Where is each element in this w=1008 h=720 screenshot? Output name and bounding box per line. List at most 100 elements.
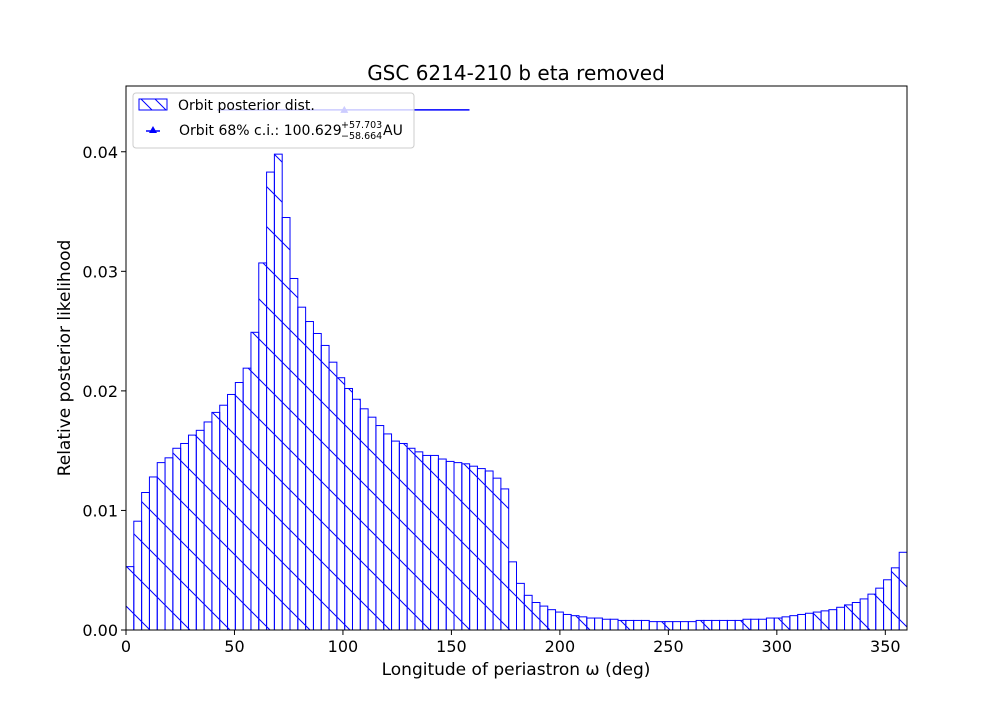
histogram-bar <box>211 411 221 631</box>
histogram-bar <box>476 468 486 631</box>
histogram-bar <box>617 619 627 631</box>
y-axis-label: Relative posterior likelihood <box>55 240 75 477</box>
histogram-bar <box>594 617 603 631</box>
histogram-bar <box>219 404 229 631</box>
legend-ci-minus: −58.664 <box>341 131 382 142</box>
histogram-bar <box>133 520 143 631</box>
histogram-bar <box>773 617 783 631</box>
plot-area-frame <box>125 85 908 631</box>
histogram-bar <box>297 306 307 631</box>
legend-ci-prefix: Orbit 68% c.i.: <box>179 123 284 139</box>
histogram-bar <box>273 153 283 631</box>
chart-title: GSC 6214-210 b eta removed <box>367 61 665 85</box>
histogram-bar <box>765 617 775 631</box>
histogram-bar <box>804 612 814 631</box>
histogram-bar <box>195 429 205 631</box>
histogram-bar <box>289 277 299 631</box>
y-tick-label: 0.04 <box>82 143 118 162</box>
histogram-bar <box>859 598 869 631</box>
legend-ci-value: 100.629 <box>284 123 342 139</box>
histogram-bar <box>164 457 174 631</box>
histogram-bar <box>828 609 838 631</box>
histogram-bar <box>367 416 377 631</box>
histogram-bar <box>320 344 330 631</box>
histogram-bar <box>609 618 619 631</box>
histogram-bar <box>601 618 611 631</box>
legend-entry-posterior: Orbit posterior dist. <box>178 98 315 114</box>
histogram-bar <box>250 331 260 631</box>
histogram-bar <box>781 616 791 631</box>
histogram-bar <box>125 566 135 631</box>
histogram-bar <box>664 621 674 631</box>
legend-ci-unit: AU <box>383 123 403 139</box>
histogram-bar <box>445 460 455 631</box>
histogram-bar <box>883 579 892 631</box>
histogram-bar <box>844 604 853 631</box>
histogram-bar <box>867 593 877 631</box>
histogram-bar <box>187 434 197 631</box>
histogram-bar <box>523 594 533 631</box>
histogram-bar <box>726 619 736 631</box>
histogram-bar <box>156 462 166 631</box>
histogram-bar <box>758 618 767 631</box>
histogram-bar <box>586 617 596 631</box>
x-axis-ticks: 0 50 100 150 200 250 300 350 <box>121 630 901 656</box>
histogram-bar <box>258 262 268 631</box>
histogram-bar <box>281 217 291 631</box>
histogram-bar <box>836 606 846 631</box>
histogram-bar <box>328 361 338 631</box>
x-tick-label: 200 <box>545 637 576 656</box>
y-tick-label: 0.00 <box>82 621 118 640</box>
histogram-bar <box>851 602 861 631</box>
x-tick-label: 100 <box>328 637 359 656</box>
x-tick-label: 150 <box>436 637 467 656</box>
histogram-bar <box>625 619 635 631</box>
histogram-bar <box>430 454 439 631</box>
histogram-bar <box>422 454 432 631</box>
histogram-bar <box>391 440 400 631</box>
histogram-bar <box>555 611 564 631</box>
histogram-bar <box>812 611 822 631</box>
histogram-bar <box>789 615 799 631</box>
legend: Orbit posterior dist. Orbit 68% c.i.: 10… <box>132 92 415 149</box>
x-tick-label: 350 <box>870 637 901 656</box>
histogram-bar <box>570 615 580 631</box>
histogram-bar <box>172 447 182 631</box>
histogram-bar <box>453 462 463 631</box>
histogram-bar <box>672 621 682 631</box>
y-tick-label: 0.01 <box>82 501 118 520</box>
histogram-bar <box>820 610 830 631</box>
histogram-bar <box>719 619 728 631</box>
histogram-bar <box>531 602 541 631</box>
histogram-bar <box>742 618 752 631</box>
histogram-bar <box>203 421 213 631</box>
histogram-bar <box>227 393 236 631</box>
histogram-bar <box>500 488 510 631</box>
legend-entry-ci: Orbit 68% c.i.: 100.629 <box>179 123 342 139</box>
histogram-bar <box>492 477 502 631</box>
histogram-bar <box>695 619 705 631</box>
histogram-bar <box>539 605 549 631</box>
histogram-bar <box>437 458 447 631</box>
histogram-bar <box>687 621 697 631</box>
histogram-bars <box>125 153 908 631</box>
histogram-bar <box>234 382 244 631</box>
histogram-bar <box>312 332 322 631</box>
histogram-bar <box>375 425 385 631</box>
histogram-bar <box>516 582 525 631</box>
histogram-bar <box>461 463 471 631</box>
histogram-bar <box>148 476 158 631</box>
histogram-bar <box>414 451 424 631</box>
legend-box <box>132 92 415 149</box>
y-tick-label: 0.03 <box>82 262 118 281</box>
histogram-bar <box>797 613 806 631</box>
x-tick-label: 0 <box>121 637 131 656</box>
histogram-bar <box>633 619 642 631</box>
legend-hatch-swatch <box>138 98 168 111</box>
histogram-bar <box>890 567 900 631</box>
histogram-bar <box>484 470 494 631</box>
y-tick-label: 0.02 <box>82 382 118 401</box>
histogram-bar <box>351 398 361 631</box>
histogram-bar <box>266 171 275 631</box>
